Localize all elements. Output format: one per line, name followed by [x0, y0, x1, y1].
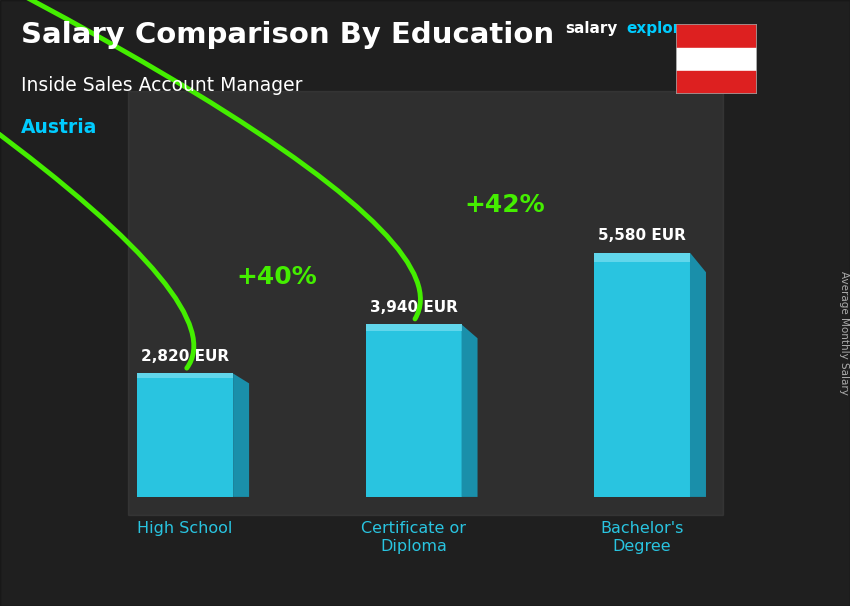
Polygon shape: [690, 253, 706, 497]
Polygon shape: [233, 373, 249, 497]
Bar: [594, 253, 690, 262]
Bar: [676, 70, 756, 94]
Text: Average Monthly Salary: Average Monthly Salary: [839, 271, 849, 395]
Text: +42%: +42%: [465, 193, 545, 218]
Bar: [128, 91, 722, 515]
Text: Austria: Austria: [21, 118, 98, 137]
Bar: [137, 373, 233, 378]
Bar: [676, 48, 756, 70]
Text: +40%: +40%: [236, 265, 317, 289]
Text: explorer: explorer: [626, 21, 699, 36]
Bar: [594, 253, 690, 497]
Bar: [137, 373, 233, 497]
Text: 3,940 EUR: 3,940 EUR: [370, 300, 457, 315]
Text: salary: salary: [565, 21, 618, 36]
Bar: [366, 324, 462, 331]
Text: 5,580 EUR: 5,580 EUR: [598, 228, 686, 243]
Text: Inside Sales Account Manager: Inside Sales Account Manager: [21, 76, 303, 95]
Bar: [366, 324, 462, 497]
Text: Salary Comparison By Education: Salary Comparison By Education: [21, 21, 554, 49]
Text: .com: .com: [700, 21, 741, 36]
Bar: [676, 24, 756, 48]
Text: 2,820 EUR: 2,820 EUR: [141, 349, 230, 364]
Polygon shape: [462, 324, 478, 497]
